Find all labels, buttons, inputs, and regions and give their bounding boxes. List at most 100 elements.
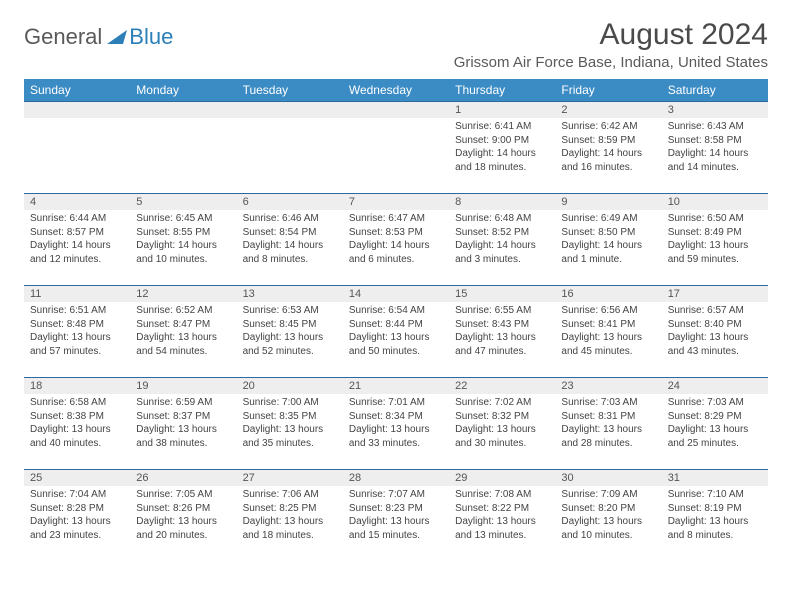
day-sunset: Sunset: 8:54 PM <box>243 226 337 240</box>
day-daylight: Daylight: 13 hours and 43 minutes. <box>668 331 762 358</box>
day-sunrise: Sunrise: 7:08 AM <box>455 488 549 502</box>
day-sunset: Sunset: 8:35 PM <box>243 410 337 424</box>
day-sunrise: Sunrise: 6:41 AM <box>455 120 549 134</box>
day-content: Sunrise: 6:58 AMSunset: 8:38 PMDaylight:… <box>24 394 130 454</box>
day-header: Saturday <box>662 79 768 101</box>
day-number: 28 <box>343 469 449 486</box>
day-daylight: Daylight: 13 hours and 28 minutes. <box>561 423 655 450</box>
day-content: Sunrise: 7:10 AMSunset: 8:19 PMDaylight:… <box>662 486 768 546</box>
header: General Blue August 2024 Grissom Air For… <box>24 18 768 71</box>
day-sunset: Sunset: 8:32 PM <box>455 410 549 424</box>
calendar-cell: 6Sunrise: 6:46 AMSunset: 8:54 PMDaylight… <box>237 193 343 285</box>
day-header: Sunday <box>24 79 130 101</box>
day-number: 10 <box>662 193 768 210</box>
day-sunset: Sunset: 8:59 PM <box>561 134 655 148</box>
day-number: 30 <box>555 469 661 486</box>
calendar-cell: . <box>343 101 449 193</box>
day-number: 23 <box>555 377 661 394</box>
calendar-cell: 5Sunrise: 6:45 AMSunset: 8:55 PMDaylight… <box>130 193 236 285</box>
day-content: Sunrise: 6:44 AMSunset: 8:57 PMDaylight:… <box>24 210 130 270</box>
day-header: Tuesday <box>237 79 343 101</box>
day-number: 17 <box>662 285 768 302</box>
day-content: Sunrise: 7:06 AMSunset: 8:25 PMDaylight:… <box>237 486 343 546</box>
day-daylight: Daylight: 13 hours and 45 minutes. <box>561 331 655 358</box>
day-sunset: Sunset: 8:50 PM <box>561 226 655 240</box>
day-sunset: Sunset: 8:52 PM <box>455 226 549 240</box>
day-daylight: Daylight: 13 hours and 35 minutes. <box>243 423 337 450</box>
day-content: Sunrise: 6:57 AMSunset: 8:40 PMDaylight:… <box>662 302 768 362</box>
day-sunrise: Sunrise: 6:47 AM <box>349 212 443 226</box>
calendar-week: ....1Sunrise: 6:41 AMSunset: 9:00 PMDayl… <box>24 101 768 193</box>
day-content: Sunrise: 7:07 AMSunset: 8:23 PMDaylight:… <box>343 486 449 546</box>
calendar-week: 18Sunrise: 6:58 AMSunset: 8:38 PMDayligh… <box>24 377 768 469</box>
day-content: Sunrise: 6:51 AMSunset: 8:48 PMDaylight:… <box>24 302 130 362</box>
day-daylight: Daylight: 14 hours and 6 minutes. <box>349 239 443 266</box>
day-sunrise: Sunrise: 7:09 AM <box>561 488 655 502</box>
calendar-cell: 19Sunrise: 6:59 AMSunset: 8:37 PMDayligh… <box>130 377 236 469</box>
day-sunset: Sunset: 8:23 PM <box>349 502 443 516</box>
day-content: Sunrise: 6:56 AMSunset: 8:41 PMDaylight:… <box>555 302 661 362</box>
day-content: Sunrise: 7:09 AMSunset: 8:20 PMDaylight:… <box>555 486 661 546</box>
day-content: Sunrise: 6:47 AMSunset: 8:53 PMDaylight:… <box>343 210 449 270</box>
calendar-cell: 3Sunrise: 6:43 AMSunset: 8:58 PMDaylight… <box>662 101 768 193</box>
calendar-week: 4Sunrise: 6:44 AMSunset: 8:57 PMDaylight… <box>24 193 768 285</box>
calendar-cell: 7Sunrise: 6:47 AMSunset: 8:53 PMDaylight… <box>343 193 449 285</box>
day-daylight: Daylight: 14 hours and 12 minutes. <box>30 239 124 266</box>
calendar-cell: 2 Sunrise: 6:42 AMSunset: 8:59 PMDaylight… <box>555 101 661 193</box>
day-daylight: Daylight: 13 hours and 33 minutes. <box>349 423 443 450</box>
day-number-empty: . <box>24 101 130 118</box>
day-content: Sunrise: 6:49 AMSunset: 8:50 PMDaylight:… <box>555 210 661 270</box>
day-daylight: Daylight: 14 hours and 18 minutes. <box>455 147 549 174</box>
day-sunrise: Sunrise: 6:58 AM <box>30 396 124 410</box>
day-number: 31 <box>662 469 768 486</box>
calendar-cell: 13Sunrise: 6:53 AMSunset: 8:45 PMDayligh… <box>237 285 343 377</box>
day-content: Sunrise: 7:01 AMSunset: 8:34 PMDaylight:… <box>343 394 449 454</box>
calendar-table: SundayMondayTuesdayWednesdayThursdayFrid… <box>24 79 768 561</box>
day-number: 19 <box>130 377 236 394</box>
day-daylight: Daylight: 14 hours and 14 minutes. <box>668 147 762 174</box>
day-daylight: Daylight: 13 hours and 23 minutes. <box>30 515 124 542</box>
day-sunrise: Sunrise: 6:43 AM <box>668 120 762 134</box>
day-number: 9 <box>555 193 661 210</box>
day-daylight: Daylight: 13 hours and 50 minutes. <box>349 331 443 358</box>
day-content: Sunrise: 6:45 AMSunset: 8:55 PMDaylight:… <box>130 210 236 270</box>
day-sunset: Sunset: 8:29 PM <box>668 410 762 424</box>
calendar-cell: 25Sunrise: 7:04 AMSunset: 8:28 PMDayligh… <box>24 469 130 561</box>
day-content: Sunrise: 6:41 AMSunset: 9:00 PMDaylight:… <box>449 118 555 178</box>
day-sunset: Sunset: 8:25 PM <box>243 502 337 516</box>
day-daylight: Daylight: 14 hours and 16 minutes. <box>561 147 655 174</box>
day-number: 14 <box>343 285 449 302</box>
day-sunset: Sunset: 8:55 PM <box>136 226 230 240</box>
day-sunrise: Sunrise: 7:04 AM <box>30 488 124 502</box>
day-number: 5 <box>130 193 236 210</box>
day-number: 21 <box>343 377 449 394</box>
day-sunrise: Sunrise: 7:03 AM <box>561 396 655 410</box>
day-sunset: Sunset: 8:38 PM <box>30 410 124 424</box>
day-content: Sunrise: 6:43 AMSunset: 8:58 PMDaylight:… <box>662 118 768 178</box>
calendar-week: 11Sunrise: 6:51 AMSunset: 8:48 PMDayligh… <box>24 285 768 377</box>
calendar-cell: 17Sunrise: 6:57 AMSunset: 8:40 PMDayligh… <box>662 285 768 377</box>
day-daylight: Daylight: 14 hours and 1 minute. <box>561 239 655 266</box>
day-number: 16 <box>555 285 661 302</box>
day-sunrise: Sunrise: 7:05 AM <box>136 488 230 502</box>
day-sunrise: Sunrise: 6:42 AM <box>561 120 655 134</box>
day-sunrise: Sunrise: 7:00 AM <box>243 396 337 410</box>
day-daylight: Daylight: 13 hours and 59 minutes. <box>668 239 762 266</box>
calendar-cell: 30Sunrise: 7:09 AMSunset: 8:20 PMDayligh… <box>555 469 661 561</box>
day-daylight: Daylight: 13 hours and 10 minutes. <box>561 515 655 542</box>
day-header: Monday <box>130 79 236 101</box>
calendar-cell: 27Sunrise: 7:06 AMSunset: 8:25 PMDayligh… <box>237 469 343 561</box>
day-number: 2 <box>555 101 661 118</box>
day-content: Sunrise: 6:48 AMSunset: 8:52 PMDaylight:… <box>449 210 555 270</box>
day-sunset: Sunset: 8:58 PM <box>668 134 762 148</box>
day-sunrise: Sunrise: 6:56 AM <box>561 304 655 318</box>
day-number-empty: . <box>343 101 449 118</box>
calendar-cell: 28Sunrise: 7:07 AMSunset: 8:23 PMDayligh… <box>343 469 449 561</box>
day-sunset: Sunset: 8:47 PM <box>136 318 230 332</box>
day-sunset: Sunset: 8:43 PM <box>455 318 549 332</box>
day-sunset: Sunset: 9:00 PM <box>455 134 549 148</box>
day-content: Sunrise: 7:08 AMSunset: 8:22 PMDaylight:… <box>449 486 555 546</box>
day-number: 7 <box>343 193 449 210</box>
day-sunrise: Sunrise: 6:45 AM <box>136 212 230 226</box>
day-number: 25 <box>24 469 130 486</box>
